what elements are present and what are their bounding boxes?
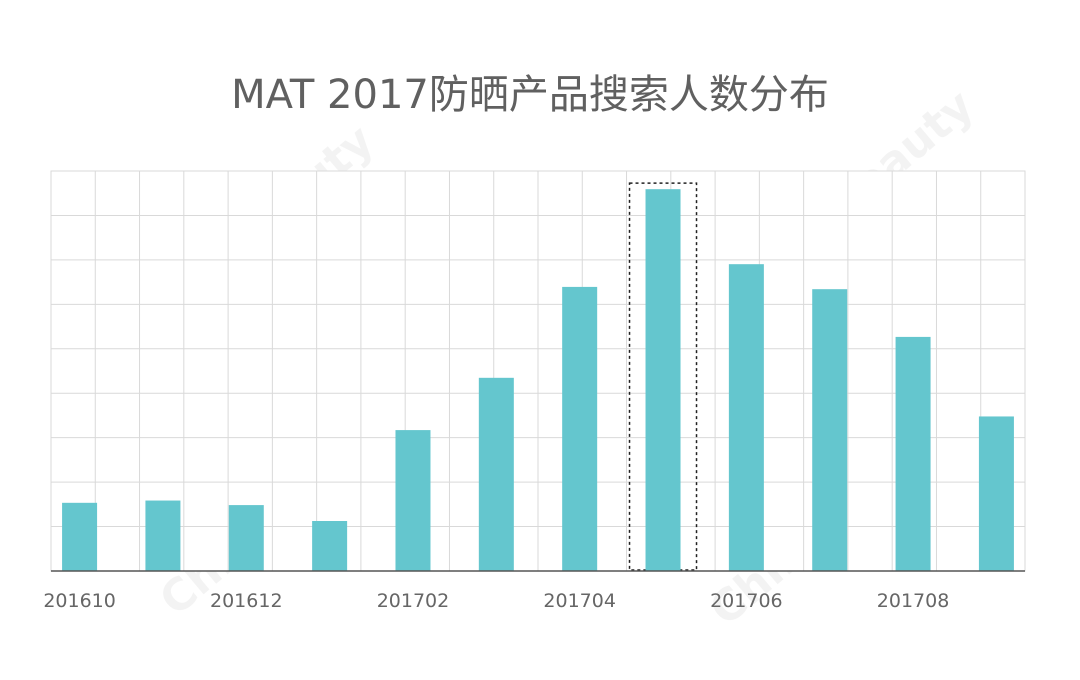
x-tick-label: 201702 — [377, 590, 450, 612]
x-tick-label: 201704 — [543, 590, 616, 612]
x-tick-label: 201610 — [43, 590, 116, 612]
bar-201709 — [978, 416, 1014, 571]
bar-201706 — [728, 264, 764, 571]
x-tick-label: 201706 — [710, 590, 783, 612]
bar-201611 — [145, 500, 181, 571]
bar-201703 — [478, 377, 514, 571]
chart-title: MAT 2017防晒产品搜索人数分布 — [231, 72, 829, 118]
bar-201708 — [895, 336, 931, 571]
bar-201705 — [645, 189, 681, 571]
x-tick-label: 201708 — [877, 590, 950, 612]
x-tick-label: 201612 — [210, 590, 283, 612]
bar-201704 — [562, 286, 598, 571]
bar-201701 — [312, 521, 348, 571]
bar-201612 — [228, 505, 264, 571]
bar-201707 — [812, 289, 848, 571]
bar-201610 — [62, 502, 98, 571]
bar-201702 — [395, 430, 431, 571]
